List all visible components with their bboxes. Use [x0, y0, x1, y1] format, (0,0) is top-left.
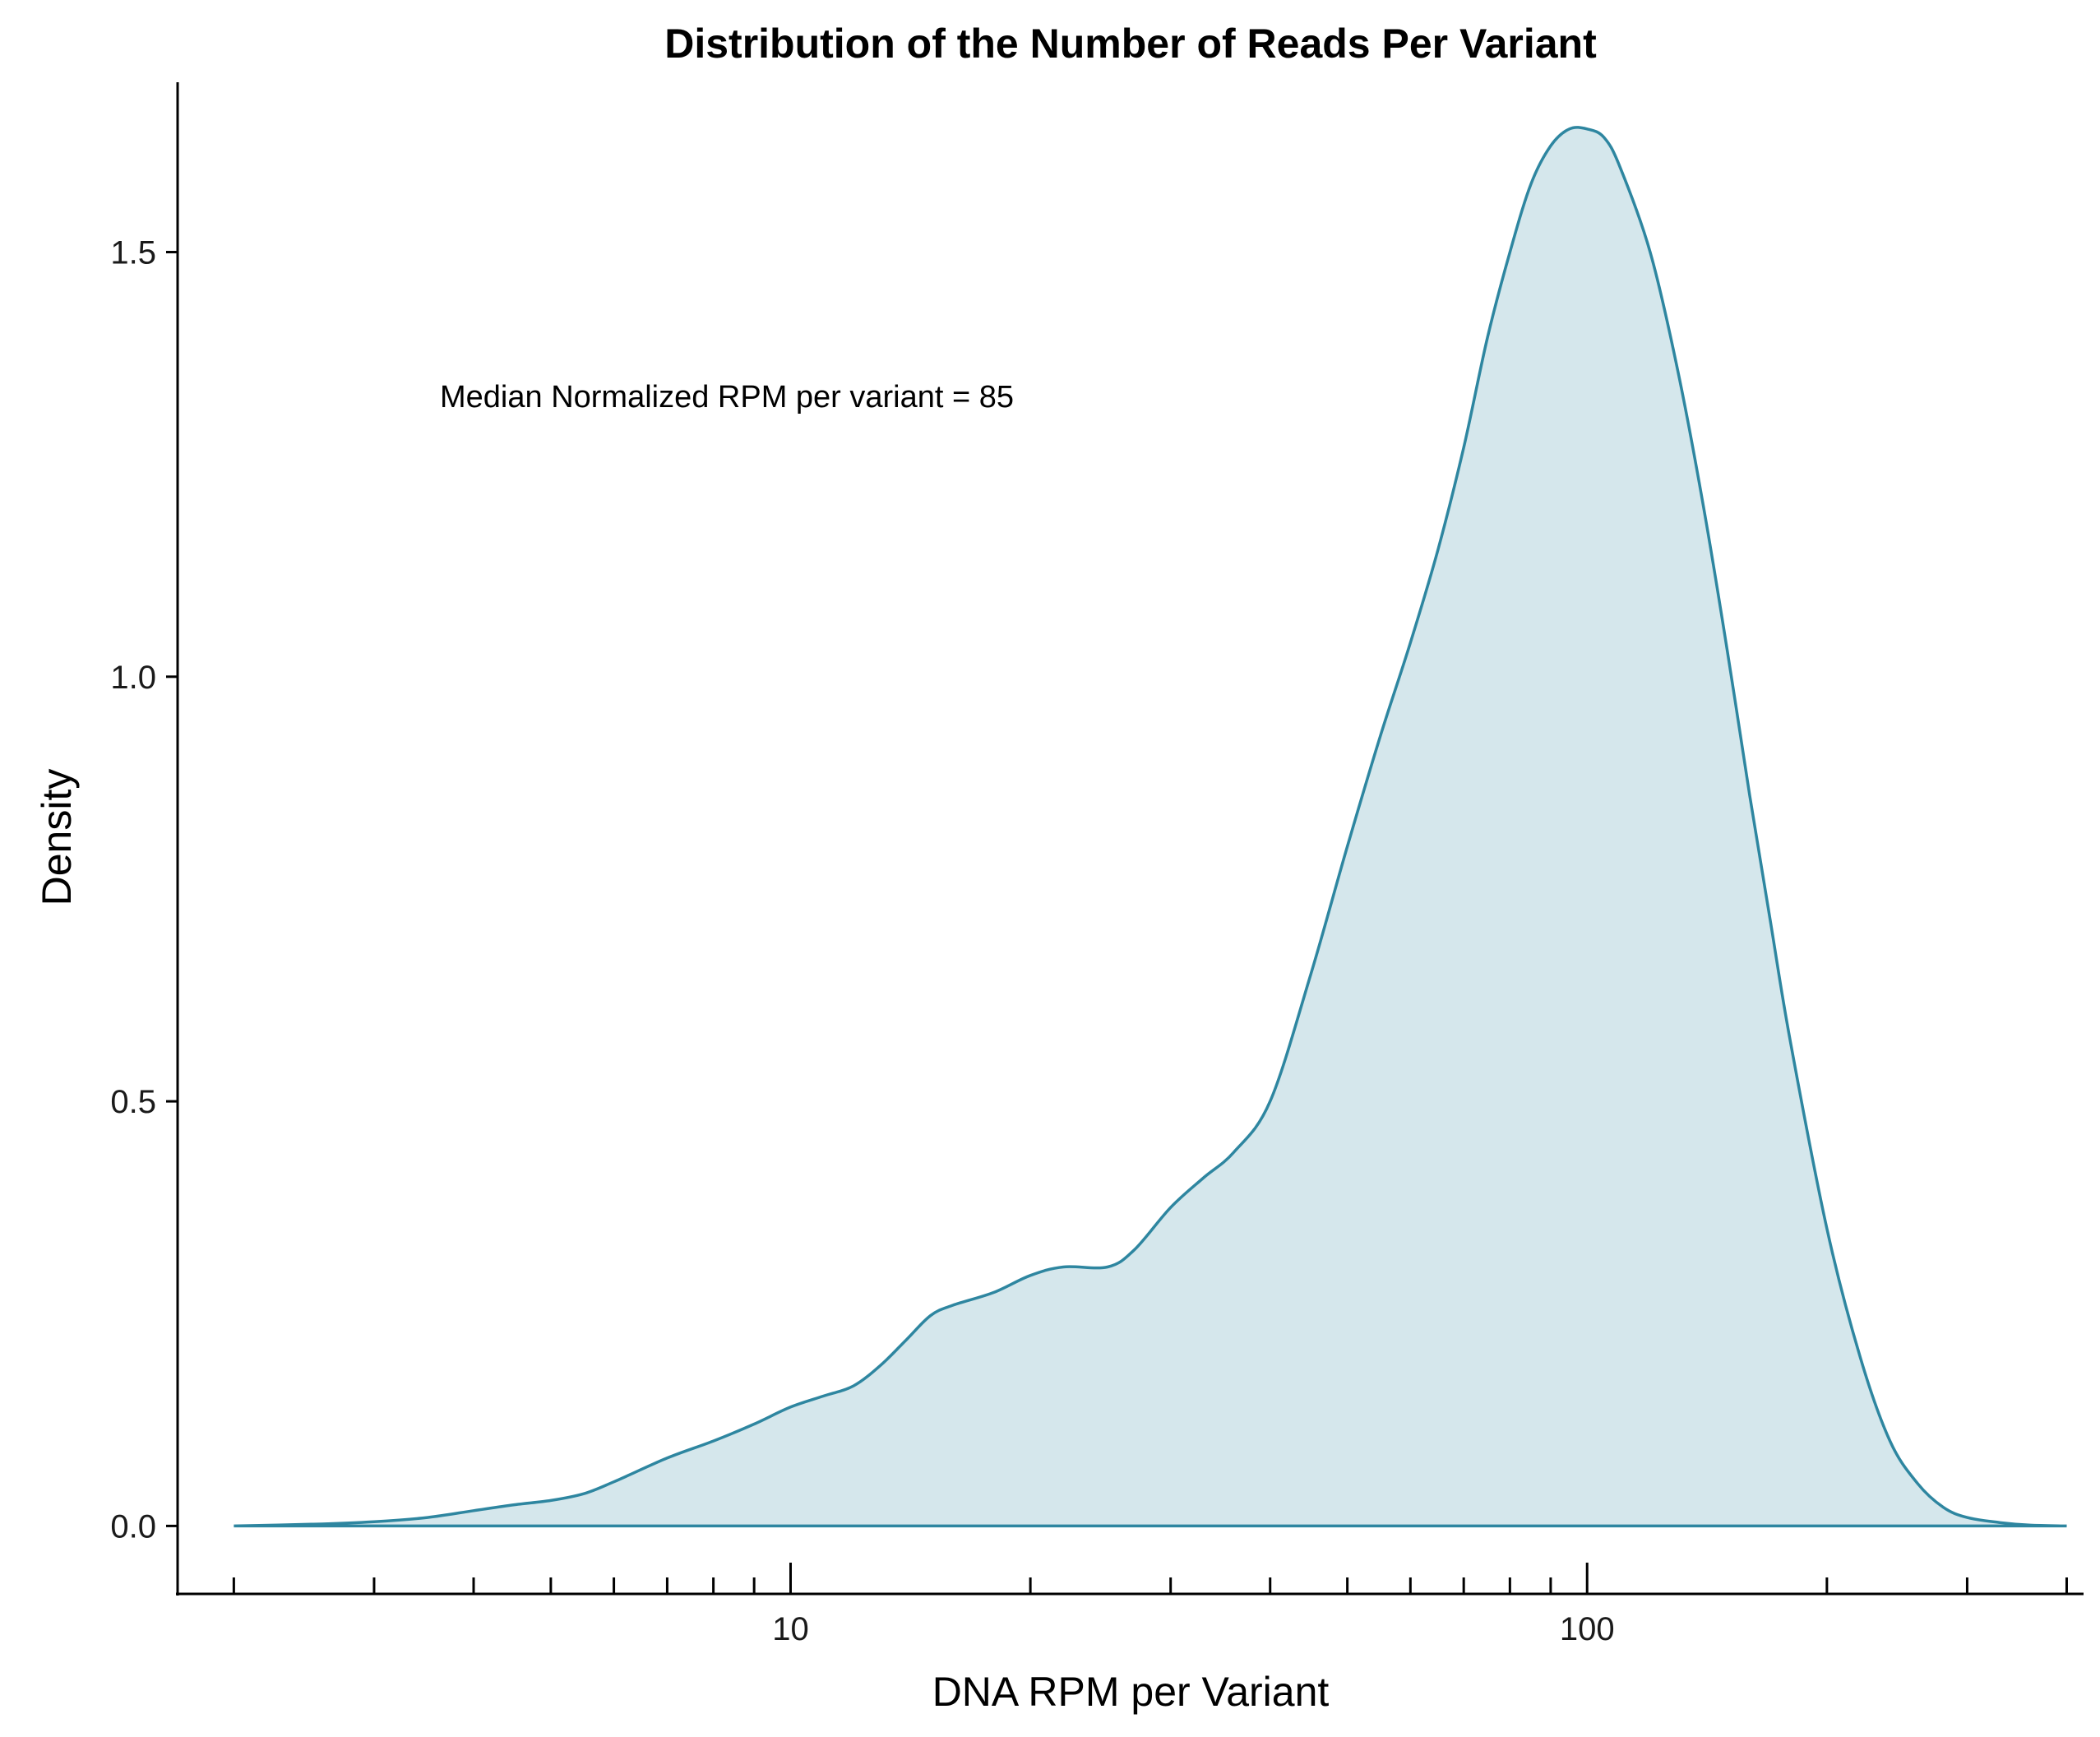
- y-tick-label: 0.5: [110, 1084, 156, 1120]
- y-tick-label: 1.0: [110, 660, 156, 696]
- density-curve: [234, 126, 2067, 1528]
- y-tick-label: 1.5: [110, 235, 156, 271]
- plot-area: [234, 126, 2067, 1528]
- median-annotation: Median Normalized RPM per variant = 85: [440, 380, 1014, 415]
- x-axis-label: DNA RPM per Variant: [932, 1669, 1330, 1715]
- x-axis-ticks: 10 100: [232, 1563, 2068, 1647]
- x-tick-label: 10: [772, 1611, 809, 1647]
- chart-title: Distribution of the Number of Reads Per …: [664, 21, 1597, 67]
- density-area: [234, 127, 2067, 1526]
- x-tick-label: 100: [1560, 1611, 1615, 1647]
- y-axis-ticks: 0.0 0.5 1.0 1.5: [110, 235, 178, 1545]
- y-axis-label: Density: [34, 769, 80, 906]
- y-tick-label: 0.0: [110, 1508, 156, 1545]
